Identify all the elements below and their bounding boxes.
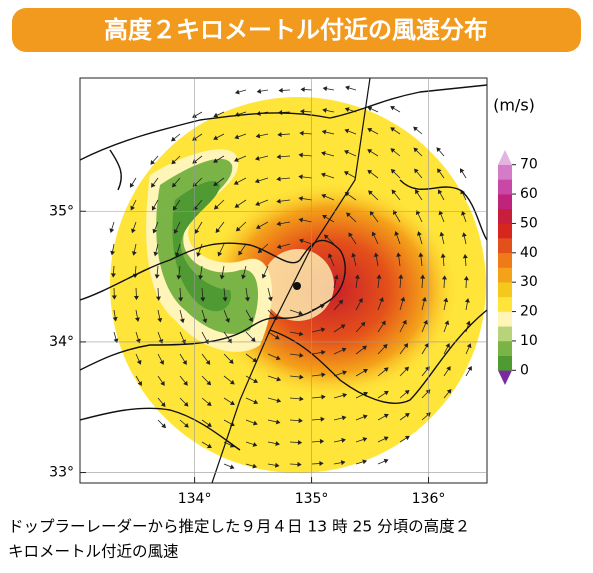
colorbar-tick-label: 10 [520, 333, 538, 349]
colorbar-cell [498, 297, 512, 312]
colorbar-tick-label: 50 [520, 215, 538, 231]
colorbar-tick-label: 0 [520, 362, 529, 378]
colorbar-cell [498, 165, 512, 180]
colorbar-cell [498, 253, 512, 268]
colorbar-cell [498, 356, 512, 371]
colorbar-cell [498, 268, 512, 283]
colorbar-end [498, 150, 512, 165]
colorbar-cell [498, 341, 512, 356]
radar-site [293, 282, 301, 290]
colorbar-cell [498, 179, 512, 194]
y-tick-label: 33° [49, 465, 74, 481]
colorbar-cell [498, 238, 512, 253]
colorbar-cell [498, 209, 512, 224]
colorbar-cell [498, 312, 512, 327]
colorbar-tick-label: 30 [520, 274, 538, 290]
caption-line: キロメートル付近の風速 [8, 543, 179, 561]
y-tick-label: 34° [49, 334, 74, 350]
colorbar-cell [498, 223, 512, 238]
colorbar-tick-label: 60 [520, 186, 538, 202]
x-tick-label: 134° [178, 491, 212, 507]
colorbar-cell [498, 326, 512, 341]
caption-line: ドップラーレーダーから推定した９月４日 13 時 25 分頃の高度２ [8, 518, 470, 536]
y-tick-label: 35° [49, 203, 74, 219]
colorbar-tick-label: 70 [520, 157, 538, 173]
title: 高度２キロメートル付近の風速分布 [104, 16, 488, 44]
colorbar-tick-label: 20 [520, 304, 538, 320]
colorbar-cell [498, 282, 512, 297]
colorbar-cell [498, 194, 512, 209]
x-tick-label: 136° [412, 491, 446, 507]
colorbar-end [498, 370, 512, 385]
x-tick-label: 135° [295, 491, 329, 507]
colorbar-tick-label: 40 [520, 245, 538, 261]
colorbar-label: (m/s) [493, 96, 535, 115]
